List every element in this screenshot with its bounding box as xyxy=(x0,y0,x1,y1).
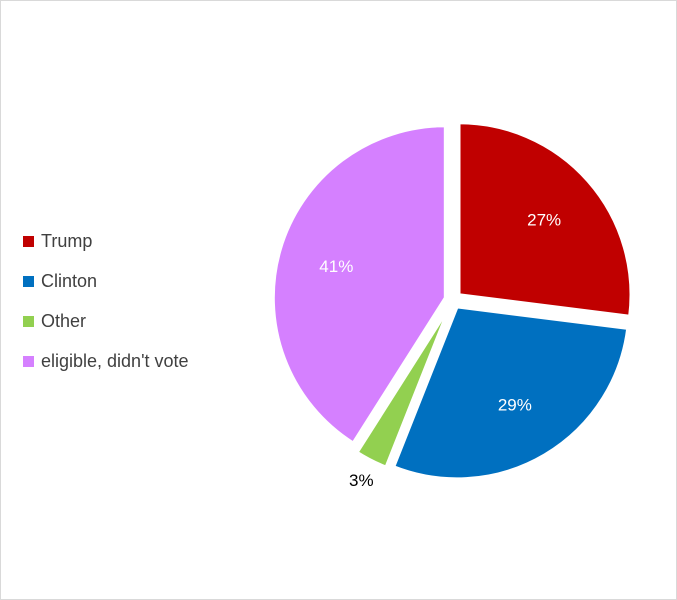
legend: Trump Clinton Other eligible, didn't vot… xyxy=(23,231,189,371)
legend-swatch-didnt-vote xyxy=(23,355,34,367)
pie-slice-clinton xyxy=(391,305,630,481)
pie-slice-trump xyxy=(457,121,633,318)
pie-slice-eligible-didn-t-vote xyxy=(271,124,447,446)
legend-label-didnt-vote: eligible, didn't vote xyxy=(41,350,189,371)
slice-label-eligible-didn-t-vote: 41% xyxy=(319,257,353,276)
legend-label-trump: Trump xyxy=(41,230,93,251)
legend-item-trump: Trump xyxy=(23,231,189,251)
legend-swatch-other xyxy=(23,315,34,327)
legend-label-other: Other xyxy=(41,310,87,331)
slice-label-other: 3% xyxy=(349,471,374,490)
legend-swatch-trump xyxy=(23,235,34,247)
slice-label-clinton: 29% xyxy=(498,396,532,415)
legend-item-didnt-vote: eligible, didn't vote xyxy=(23,351,189,371)
slice-label-trump: 27% xyxy=(527,211,561,230)
legend-item-clinton: Clinton xyxy=(23,271,189,291)
legend-label-clinton: Clinton xyxy=(41,270,98,291)
pie-slice-other xyxy=(355,306,451,469)
legend-item-other: Other xyxy=(23,311,189,331)
legend-swatch-clinton xyxy=(23,275,34,287)
